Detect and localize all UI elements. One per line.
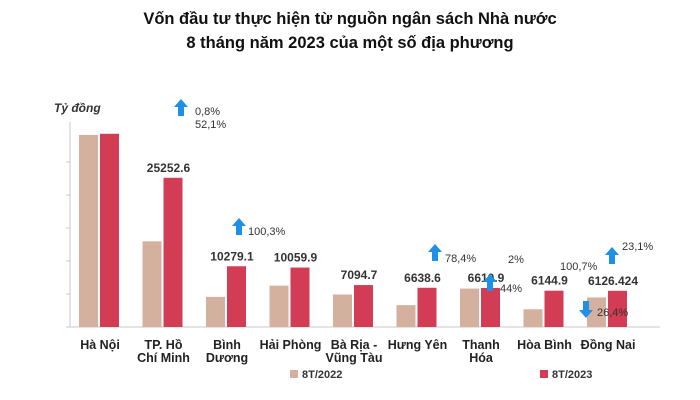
x-tick-label: Bà Rịa - bbox=[331, 338, 378, 352]
bar-8t2022 bbox=[142, 241, 162, 327]
arrow-up-icon bbox=[483, 274, 497, 291]
bar-8t2023 bbox=[354, 285, 373, 327]
bar-8t2023 bbox=[100, 133, 119, 327]
bar-8t2023 bbox=[290, 267, 310, 327]
bar-8t2022 bbox=[269, 285, 289, 327]
bar-8t2023 bbox=[544, 290, 564, 327]
data-label: 6126.424 bbox=[588, 274, 638, 288]
x-tick-label: Hóa bbox=[469, 351, 494, 365]
x-tick-label: Hòa Bình bbox=[517, 338, 572, 352]
arrow-up-icon bbox=[174, 99, 188, 116]
change-annotation: 0,8% bbox=[195, 106, 220, 118]
bar-8t2022 bbox=[460, 288, 479, 327]
x-tick-label: Thanh bbox=[462, 338, 500, 352]
x-tick-label: Hưng Yên bbox=[388, 338, 448, 352]
y-axis-title: Tỷ đồng bbox=[54, 101, 101, 115]
x-tick-label: Chí Minh bbox=[137, 351, 190, 365]
bar-8t2023 bbox=[481, 287, 500, 327]
bar-8t2022 bbox=[79, 134, 98, 327]
change-annotation: 44% bbox=[500, 283, 522, 295]
bar-8t2022 bbox=[396, 305, 416, 327]
change-annotation: 78,4% bbox=[445, 253, 476, 265]
change-annotation: 2% bbox=[508, 254, 524, 266]
arrow-down-icon bbox=[579, 301, 593, 318]
arrow-up-icon bbox=[428, 244, 442, 261]
bar-8t2022 bbox=[523, 309, 543, 327]
x-tick-label: Bình bbox=[213, 338, 241, 352]
change-annotation: 23,1% bbox=[622, 241, 653, 253]
bar-8t2022 bbox=[333, 294, 352, 327]
legend-swatch bbox=[290, 370, 298, 378]
data-label: 25252.6 bbox=[147, 161, 191, 175]
x-tick-label: Hà Nội bbox=[80, 338, 120, 352]
legend-label: 8T/2022 bbox=[302, 369, 342, 381]
bar-8t2022 bbox=[206, 296, 225, 327]
x-tick-label: Hải Phòng bbox=[260, 338, 322, 352]
chart-title-line-1: Vốn đầu tư thực hiện từ nguồn ngân sách … bbox=[143, 10, 557, 28]
bar-8t2022 bbox=[587, 297, 606, 327]
data-label: 6144.9 bbox=[531, 274, 568, 288]
change-annotation: 100,7% bbox=[560, 261, 598, 273]
bar-8t2023 bbox=[608, 290, 627, 327]
data-label: 7094.7 bbox=[341, 268, 378, 282]
data-label: 6638.6 bbox=[404, 271, 441, 285]
data-label: 10059.9 bbox=[274, 251, 318, 265]
x-tick-label: Dương bbox=[206, 351, 248, 365]
legend-swatch bbox=[540, 370, 548, 378]
legend-label: 8T/2023 bbox=[552, 369, 592, 381]
change-annotation: 100,3% bbox=[248, 226, 286, 238]
data-label: 10279.1 bbox=[210, 249, 254, 263]
chart-title-line-2: 8 tháng năm 2023 của một số địa phương bbox=[186, 34, 514, 52]
bar-8t2023 bbox=[417, 287, 437, 327]
x-tick-label: Vũng Tàu bbox=[326, 351, 383, 365]
arrow-up-icon bbox=[232, 218, 246, 235]
bar-8t2023 bbox=[227, 266, 246, 327]
x-tick-label: TP. Hồ bbox=[145, 338, 183, 352]
change-annotation: 52,1% bbox=[195, 119, 226, 131]
change-annotation: 26,4% bbox=[597, 307, 628, 319]
x-tick-label: Đồng Nai bbox=[581, 338, 636, 352]
arrow-up-icon bbox=[605, 247, 619, 264]
bar-8t2023 bbox=[163, 177, 183, 327]
